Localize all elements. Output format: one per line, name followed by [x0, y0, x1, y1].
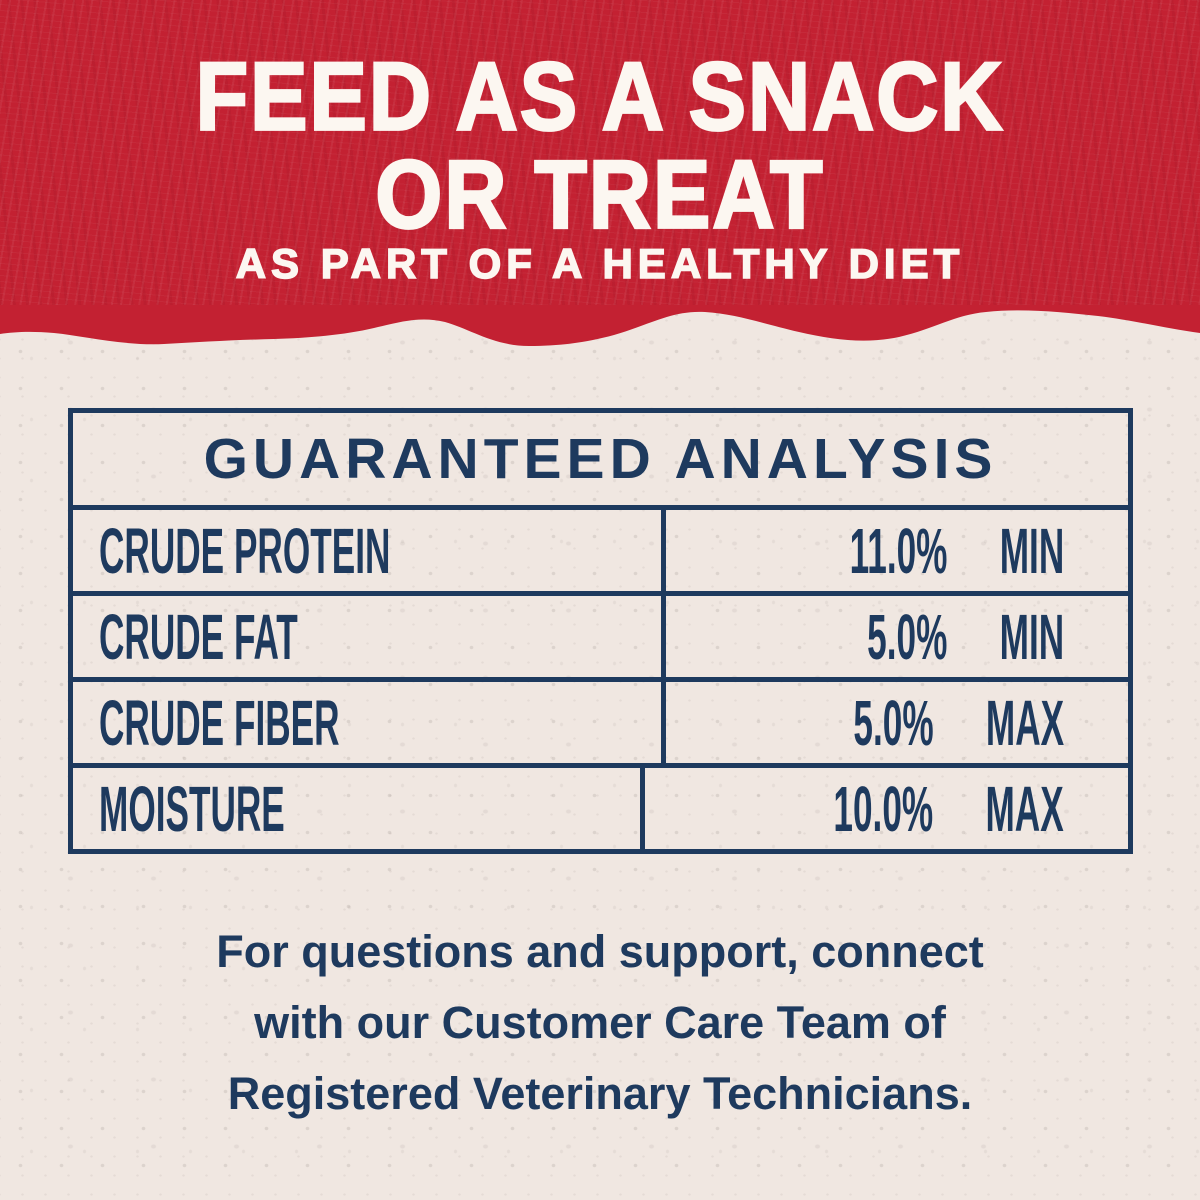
- nutrient-qualifier: MIN: [999, 514, 1064, 587]
- guaranteed-analysis-table: GUARANTEED ANALYSIS CRUDE PROTEIN 11.0% M…: [68, 408, 1133, 854]
- nutrient-label-cell: CRUDE PROTEIN: [73, 510, 666, 591]
- nutrient-label-cell: MOISTURE: [73, 768, 646, 849]
- nutrient-label: CRUDE FAT: [99, 600, 298, 673]
- nutrient-value-group: 5.0% MAX: [853, 686, 1064, 760]
- nutrient-percentage: 10.0%: [833, 772, 934, 845]
- nutrient-label-cell: CRUDE FAT: [73, 596, 666, 677]
- customer-care-note-line3: Registered Veterinary Technicians.: [227, 1068, 973, 1119]
- banner-headline-line1: FEED AS A SNACK: [194, 42, 1005, 152]
- nutrient-value-cell: 11.0% MIN: [666, 510, 1128, 591]
- nutrient-value-cell: 5.0% MAX: [666, 682, 1128, 763]
- nutrient-qualifier: MAX: [985, 772, 1064, 845]
- nutrient-value-group: 10.0% MAX: [834, 772, 1064, 846]
- table-header: GUARANTEED ANALYSIS: [73, 413, 1128, 510]
- customer-care-note: For questions and support, connect with …: [0, 916, 1200, 1129]
- customer-care-note-line1: For questions and support, connect: [216, 926, 984, 977]
- nutrient-label: CRUDE FIBER: [99, 686, 340, 759]
- nutrient-qualifier: MIN: [999, 600, 1064, 673]
- nutrient-value-group: 11.0% MIN: [849, 514, 1064, 588]
- nutrient-value-cell: 10.0% MAX: [645, 768, 1128, 849]
- nutrient-label-cell: CRUDE FIBER: [73, 682, 666, 763]
- nutrient-value-group: 5.0% MIN: [867, 600, 1064, 674]
- banner-torn-edge: [0, 305, 1200, 346]
- nutrient-label: MOISTURE: [99, 772, 285, 845]
- feeding-instruction-banner: FEED AS A SNACK OR TREAT AS PART OF A HE…: [0, 0, 1200, 350]
- nutrient-percentage: 5.0%: [853, 686, 934, 759]
- nutrient-value-cell: 5.0% MIN: [666, 596, 1128, 677]
- customer-care-note-line2: with our Customer Care Team of: [254, 997, 946, 1048]
- banner-headline-line2: OR TREAT: [374, 140, 825, 250]
- table-row: CRUDE PROTEIN 11.0% MIN: [73, 510, 1128, 596]
- nutrient-percentage: 11.0%: [849, 514, 948, 587]
- table-row: MOISTURE 10.0% MAX: [73, 768, 1128, 849]
- table-row: CRUDE FAT 5.0% MIN: [73, 596, 1128, 682]
- nutrient-percentage: 5.0%: [866, 600, 948, 673]
- banner-background: [0, 0, 1200, 306]
- table-title: GUARANTEED ANALYSIS: [203, 427, 998, 491]
- nutrient-qualifier: MAX: [985, 686, 1064, 759]
- banner-subheadline: AS PART OF A HEALTHY DIET: [235, 239, 965, 288]
- table-row: CRUDE FIBER 5.0% MAX: [73, 682, 1128, 768]
- nutrient-label: CRUDE PROTEIN: [99, 514, 391, 587]
